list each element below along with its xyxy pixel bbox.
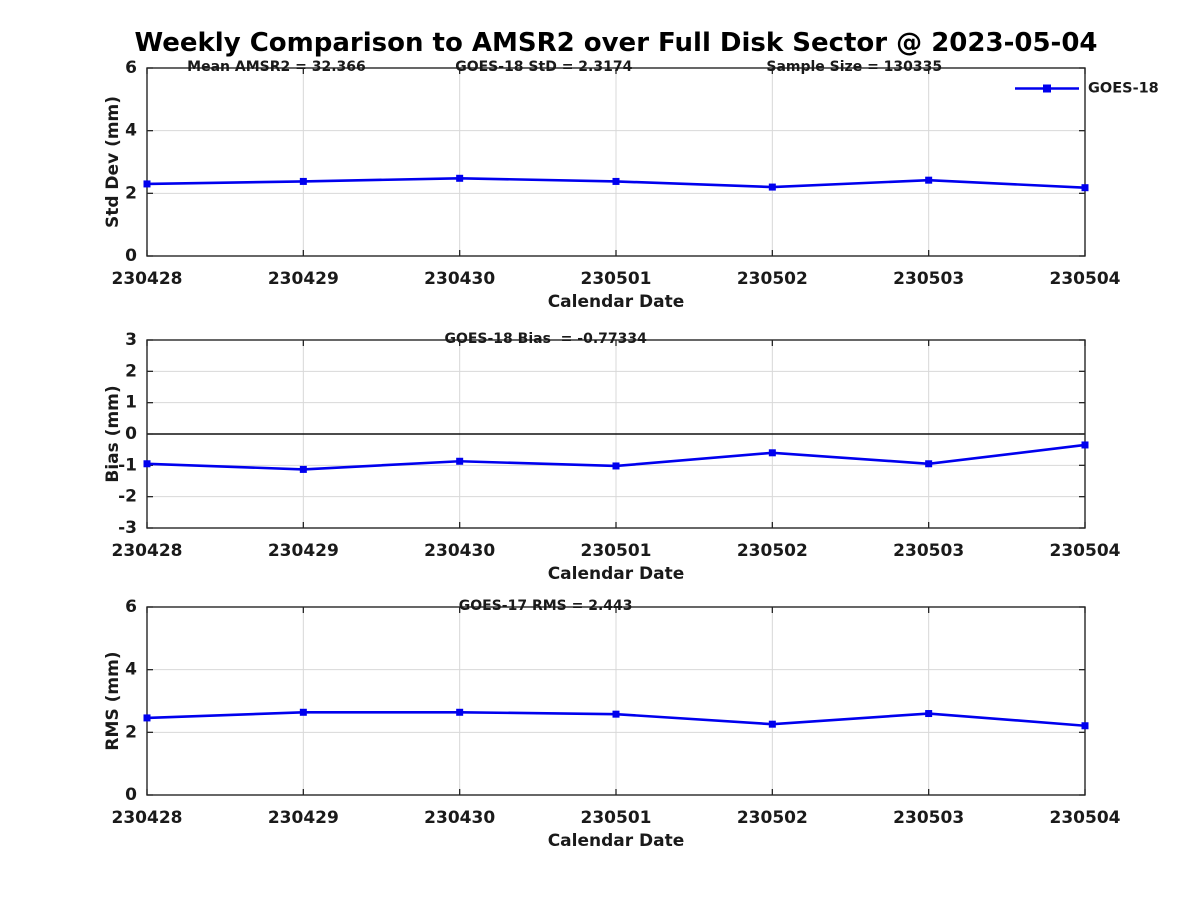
y-axis-label: Bias (mm): [103, 385, 123, 482]
x-tick-label: 230501: [581, 541, 652, 561]
x-tick-label: 230502: [737, 808, 808, 828]
annotation: GOES-18 Bias = -0.77334: [444, 331, 647, 347]
x-tick-label: 230504: [1050, 808, 1121, 828]
chart-title: Weekly Comparison to AMSR2 over Full Dis…: [134, 28, 1098, 58]
x-axis-label: Calendar Date: [548, 292, 685, 312]
x-tick-label: 230428: [112, 808, 183, 828]
y-tick-label: 3: [125, 330, 137, 350]
data-point: [612, 177, 620, 185]
y-tick-label: 1: [125, 393, 137, 413]
x-tick-label: 230501: [581, 269, 652, 289]
data-point: [925, 710, 933, 718]
y-axis-label: RMS (mm): [103, 651, 123, 750]
data-point: [456, 174, 464, 182]
y-tick-label: 0: [125, 424, 137, 444]
data-point: [143, 460, 151, 468]
y-tick-label: 6: [125, 58, 137, 78]
y-tick-label: -3: [118, 518, 137, 538]
y-tick-label: 6: [125, 597, 137, 617]
annotation: GOES-18 StD = 2.3174: [455, 59, 632, 75]
data-point: [1081, 441, 1089, 449]
data-point: [299, 465, 307, 473]
x-tick-label: 230428: [112, 541, 183, 561]
data-point: [1081, 722, 1089, 730]
y-tick-label: 0: [125, 246, 137, 266]
x-tick-label: 230503: [893, 808, 964, 828]
y-tick-label: 4: [125, 660, 137, 680]
data-point: [768, 449, 776, 457]
data-point: [299, 177, 307, 185]
x-tick-label: 230430: [424, 541, 495, 561]
x-tick-label: 230504: [1050, 541, 1121, 561]
legend-label: GOES-18: [1088, 81, 1159, 97]
x-tick-label: 230503: [893, 541, 964, 561]
y-axis-label: Std Dev (mm): [103, 96, 123, 228]
x-tick-label: 230503: [893, 269, 964, 289]
x-axis-label: Calendar Date: [548, 831, 685, 851]
data-point: [299, 708, 307, 716]
y-tick-label: -1: [118, 455, 137, 475]
x-tick-label: 230501: [581, 808, 652, 828]
y-tick-label: 4: [125, 121, 137, 141]
x-tick-label: 230504: [1050, 269, 1121, 289]
annotation: Mean AMSR2 = 32.366: [187, 59, 366, 75]
x-tick-label: 230430: [424, 269, 495, 289]
annotation: GOES-17 RMS = 2.443: [459, 598, 633, 614]
annotation: Sample Size = 130335: [766, 59, 942, 75]
subplot-std-dev: 0 2 4 6 230428 230429 230430 230501 230502 230503…: [103, 58, 1159, 312]
legend-marker: [1043, 84, 1051, 93]
y-tick-label: 0: [125, 785, 137, 805]
data-point: [925, 460, 933, 468]
data-point: [612, 462, 620, 470]
data-point: [143, 714, 151, 722]
y-tick-label: 2: [125, 183, 137, 203]
data-point: [768, 183, 776, 191]
x-tick-label: 230430: [424, 808, 495, 828]
data-point: [925, 176, 933, 184]
data-point: [612, 710, 620, 718]
data-point: [1081, 184, 1089, 192]
data-point: [456, 457, 464, 465]
legend: GOES-18: [1015, 81, 1159, 97]
subplot-bias: -3 -2 -1 0 1 2 3 230428 230429 230430 230501 230502…: [103, 330, 1121, 584]
x-tick-label: 230429: [268, 269, 339, 289]
x-tick-label: 230428: [112, 269, 183, 289]
x-tick-label: 230502: [737, 269, 808, 289]
x-tick-label: 230429: [268, 808, 339, 828]
data-point: [768, 720, 776, 728]
x-tick-label: 230429: [268, 541, 339, 561]
data-point: [456, 708, 464, 716]
y-tick-label: 2: [125, 722, 137, 742]
data-point: [143, 180, 151, 188]
x-axis-label: Calendar Date: [548, 564, 685, 584]
y-tick-label: 2: [125, 361, 137, 381]
subplot-rms: 0 2 4 6 230428 230429 230430 230501 230502 230503…: [103, 597, 1121, 851]
x-tick-label: 230502: [737, 541, 808, 561]
y-tick-label: -2: [118, 487, 137, 507]
